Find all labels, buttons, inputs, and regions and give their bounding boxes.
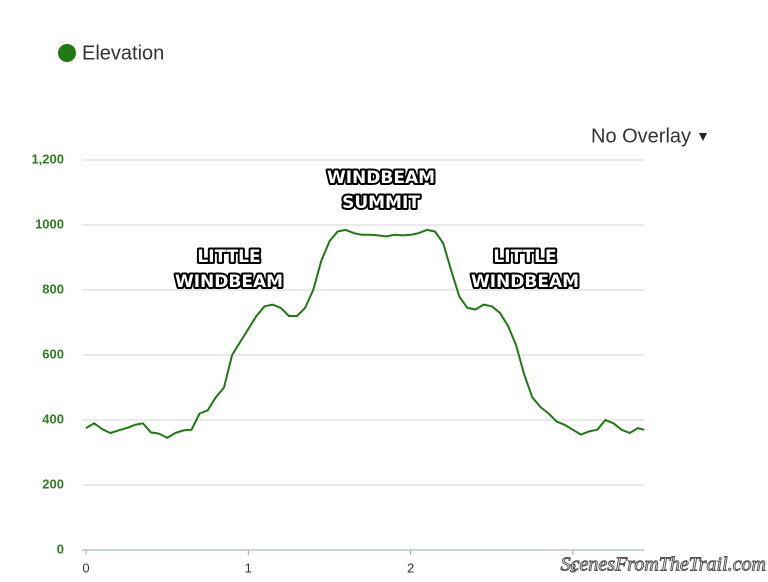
annotation: LITTLE <box>493 247 556 267</box>
x-tick-label: 0 <box>82 560 89 575</box>
x-tick-label: 1 <box>245 560 252 575</box>
annotation: WINDBEAM <box>471 272 579 292</box>
y-tick-label: 1000 <box>35 216 64 231</box>
legend-marker[interactable] <box>58 44 76 62</box>
x-tick-label: 3 <box>569 560 576 575</box>
annotation: WINDBEAM <box>327 168 435 188</box>
y-tick-label: 0 <box>57 541 64 556</box>
dropdown-arrow[interactable] <box>699 133 707 141</box>
elevation-line <box>85 228 645 439</box>
y-tick-label: 400 <box>42 411 64 426</box>
watermark: ScenesFromTheTrail.com <box>561 554 766 576</box>
y-tick-label: 800 <box>42 281 64 296</box>
y-tick-label: 200 <box>42 476 64 491</box>
y-tick-label: 1,200 <box>31 151 64 166</box>
annotation: SUMMIT <box>342 193 420 213</box>
x-tick-label: 2 <box>407 560 414 575</box>
annotation: LITTLE <box>197 247 260 267</box>
annotation: WINDBEAM <box>175 272 283 292</box>
legend-label[interactable]: Elevation <box>82 42 164 64</box>
y-tick-label: 600 <box>42 346 64 361</box>
overlay-dropdown[interactable]: No Overlay <box>591 125 691 147</box>
